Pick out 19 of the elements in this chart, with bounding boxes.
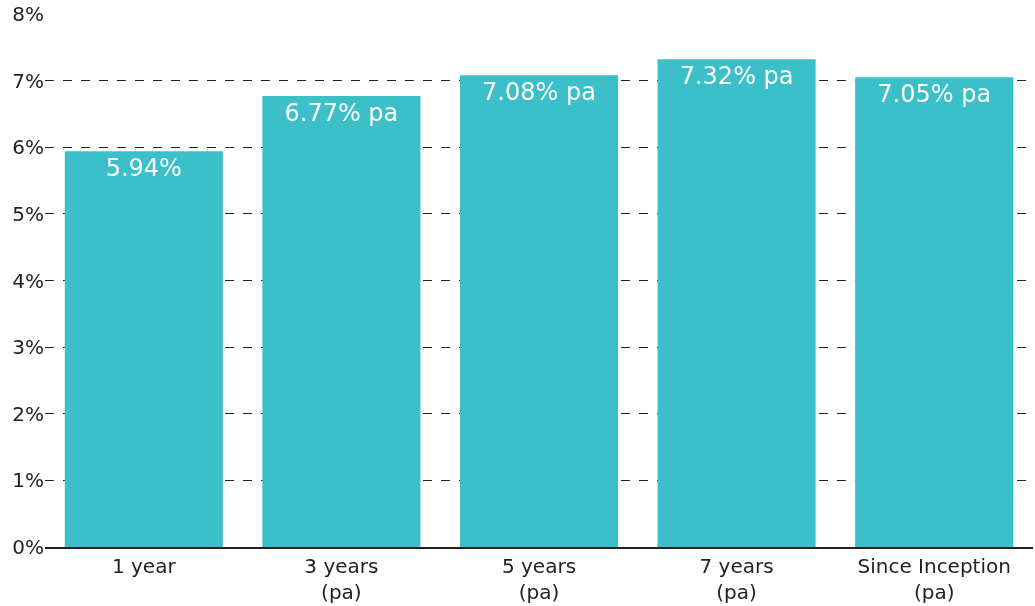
y-tick-label: 8%	[12, 2, 44, 26]
data-label: 7.32% pa	[679, 62, 794, 91]
data-label: 5.94%	[105, 154, 182, 183]
x-tick-label: Since Inception (pa)	[857, 553, 1011, 604]
y-tick-label: 3%	[12, 335, 44, 360]
y-tick-label: 5%	[12, 201, 44, 226]
data-label: 6.77% pa	[284, 98, 399, 127]
x-tick-label: 1 year	[111, 553, 177, 578]
y-tick-label: 7%	[12, 68, 44, 93]
y-tick-label: 0%	[12, 535, 44, 559]
x-tick-label: 7 years (pa)	[699, 553, 774, 604]
x-tick-label: 3 years (pa)	[304, 553, 379, 604]
data-label: 7.08% pa	[482, 78, 596, 107]
y-tick-label: 6%	[12, 135, 44, 160]
data-label: 7.05% pa	[877, 80, 992, 109]
y-tick-label: 1%	[12, 468, 44, 493]
y-tick-label: 4%	[12, 268, 44, 293]
y-tick-label: 2%	[12, 401, 44, 426]
x-tick-label: 5 years (pa)	[501, 553, 577, 604]
